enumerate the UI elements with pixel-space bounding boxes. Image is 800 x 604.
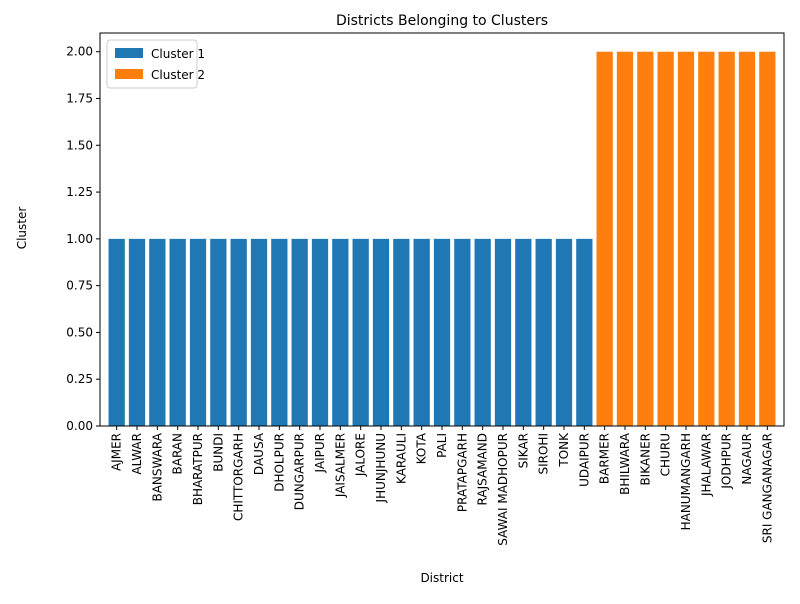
x-tick-label: CHITTORGARH	[232, 433, 246, 521]
chart-title: Districts Belonging to Clusters	[336, 13, 548, 29]
bar	[596, 51, 613, 426]
bar	[393, 238, 410, 426]
bar	[616, 51, 634, 426]
y-tick-label: 0.75	[66, 279, 93, 293]
bar	[413, 238, 430, 426]
x-tick-label: JALORE	[354, 433, 368, 477]
bar	[250, 238, 268, 426]
bar	[372, 238, 390, 426]
bar	[128, 238, 146, 426]
x-tick-label: ALWAR	[130, 433, 144, 475]
bar	[535, 238, 552, 426]
bar	[433, 238, 451, 426]
y-tick-label: 0.50	[66, 325, 93, 339]
bar	[454, 238, 471, 426]
bar	[738, 51, 756, 426]
x-tick-label: BHILWARA	[618, 432, 632, 495]
bar	[271, 238, 288, 426]
bar	[657, 51, 674, 426]
x-axis-label: District	[420, 571, 463, 585]
x-tick-label: UDAIPUR	[577, 433, 591, 487]
x-tick-label: PALI	[435, 433, 449, 458]
x-tick-label: DHOLPUR	[272, 433, 286, 492]
x-tick-label: CHURU	[659, 433, 673, 476]
x-tick-label: JAISALMER	[333, 433, 347, 498]
x-tick-label: NAGAUR	[740, 433, 754, 485]
bar	[291, 238, 308, 426]
bar	[759, 51, 776, 426]
x-tick-label: JODHPUR	[720, 433, 734, 490]
x-tick-label: KOTA	[415, 432, 429, 464]
y-tick-label: 1.00	[66, 232, 93, 246]
bar	[352, 238, 369, 426]
x-tick-label: SIROHI	[537, 433, 551, 475]
bar	[311, 238, 329, 426]
x-tick-label: DUNGARPUR	[293, 433, 307, 510]
y-tick-label: 0.00	[66, 419, 93, 433]
x-tick-label: RAJSAMAND	[476, 433, 490, 505]
x-tick-label: BIKANER	[638, 433, 652, 486]
bar	[189, 238, 207, 426]
x-tick-label: BARAN	[171, 433, 185, 474]
bar	[515, 238, 532, 426]
legend-swatch	[115, 69, 143, 79]
y-tick-label: 1.50	[66, 138, 93, 152]
x-tick-label: SAWAI MADHOPUR	[496, 433, 510, 546]
bar	[210, 238, 227, 426]
x-tick-label: KARAULI	[394, 433, 408, 484]
bar	[576, 238, 593, 426]
x-tick-label: SRI GANGANAGAR	[760, 433, 774, 543]
x-tick-label: DAUSA	[252, 432, 266, 475]
y-tick-label: 2.00	[66, 45, 93, 59]
legend-label: Cluster 1	[151, 47, 205, 61]
bar	[637, 51, 654, 426]
bar	[169, 238, 186, 426]
bar	[677, 51, 695, 426]
x-tick-label: BARMER	[598, 433, 612, 484]
bar	[698, 51, 715, 426]
x-tick-label: SIKAR	[516, 433, 530, 468]
x-tick-label: BHARATPUR	[191, 433, 205, 505]
x-tick-label: PRATAPGARH	[455, 433, 469, 512]
bar	[474, 238, 491, 426]
legend-label: Cluster 2	[151, 68, 205, 82]
bar	[494, 238, 512, 426]
y-tick-label: 1.25	[66, 185, 93, 199]
bar	[149, 238, 166, 426]
bar	[230, 238, 247, 426]
x-tick-label: BANSWARA	[150, 432, 164, 501]
y-axis-label: Cluster	[15, 207, 29, 250]
x-tick-label: BUNDI	[211, 433, 225, 472]
x-tick-label: JAIPUR	[313, 433, 327, 473]
bar	[555, 238, 573, 426]
y-tick-label: 0.25	[66, 372, 93, 386]
x-tick-label: JHALAWAR	[699, 433, 713, 497]
x-tick-label: TONK	[557, 432, 571, 468]
x-tick-label: HANUMANGARH	[679, 433, 693, 530]
y-tick-label: 1.75	[66, 92, 93, 106]
x-tick-label: AJMER	[110, 433, 124, 471]
x-tick-label: JHUNJHUNU	[374, 433, 388, 503]
bar	[332, 238, 349, 426]
bar	[108, 238, 125, 426]
bar	[718, 51, 735, 426]
plot-frame	[99, 32, 785, 427]
legend-swatch	[115, 48, 143, 58]
